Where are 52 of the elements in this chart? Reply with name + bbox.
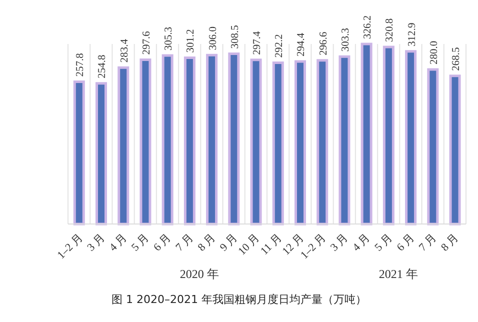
data-label: 326.2: [362, 15, 374, 39]
x-tick-label: 4 月: [350, 232, 373, 254]
data-label: 301.2: [186, 29, 197, 53]
bar: [338, 55, 350, 226]
x-tick-label: 6 月: [152, 232, 174, 254]
data-label: 257.8: [75, 53, 86, 77]
bar: [118, 66, 130, 226]
bar: [140, 58, 152, 226]
data-label: 280.0: [428, 40, 440, 64]
data-label: 306.0: [208, 26, 219, 50]
data-label: 283.4: [119, 38, 130, 63]
bar: [95, 82, 107, 226]
data-label: 308.5: [230, 25, 241, 49]
x-tick-label: 5 月: [372, 232, 395, 254]
data-label: 294.4: [296, 32, 308, 57]
x-tick-label: 6 月: [394, 232, 417, 254]
data-label: 320.8: [384, 18, 396, 42]
data-label: 305.3: [164, 26, 175, 51]
bar: [316, 59, 328, 226]
bar: [184, 56, 196, 226]
bar: [427, 68, 439, 226]
x-tick-label: 3 月: [328, 232, 351, 254]
x-tick-label: 7 月: [416, 232, 439, 254]
bar: [449, 74, 461, 226]
data-label: 303.3: [340, 28, 352, 52]
x-tick-label: 3 月: [85, 232, 108, 254]
bar: [228, 52, 240, 226]
bar: [382, 46, 394, 226]
x-tick-label: 4 月: [107, 232, 130, 254]
x-tick-label: 1–2 月: [55, 232, 86, 262]
data-label: 268.5: [451, 47, 462, 71]
bar: [73, 80, 85, 226]
data-label: 292.2: [274, 34, 286, 58]
bar: [162, 54, 174, 226]
data-label: 296.6: [318, 32, 330, 56]
bar: [206, 54, 218, 226]
x-tick-label: 5 月: [129, 232, 152, 254]
text: 2021 年: [378, 266, 418, 283]
data-label: 297.6: [141, 31, 152, 55]
x-tick-label: 8 月: [438, 232, 462, 254]
data-label: 297.4: [252, 30, 264, 55]
bar: [272, 62, 284, 226]
data-label: 312.9: [406, 22, 418, 46]
x-tick-label: 7 月: [174, 232, 196, 254]
bar: [360, 42, 372, 226]
data-label: 254.8: [97, 54, 108, 78]
bar: [250, 58, 262, 226]
bar: [294, 60, 306, 226]
x-tick-label: 8 月: [196, 232, 218, 254]
text: 2020 年: [180, 266, 219, 283]
text: 图 1 2020–2021 年我国粗钢月度日均产量（万吨）: [110, 292, 368, 307]
bar: [405, 50, 417, 226]
